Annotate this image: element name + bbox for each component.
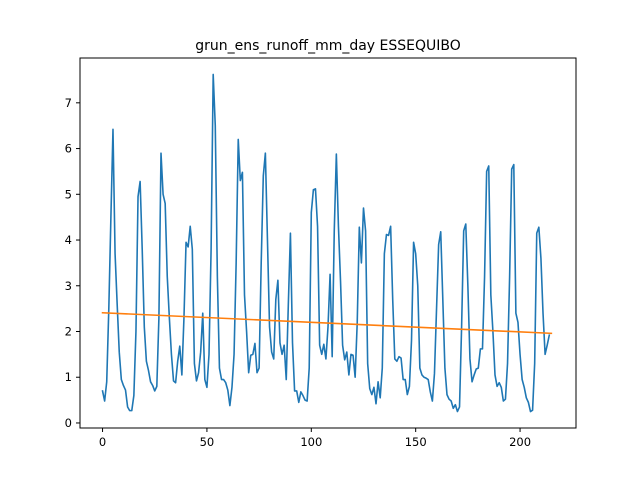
series-layer: [101, 73, 553, 413]
y-tick-label: 6: [65, 142, 72, 156]
chart-title: grun_ens_runoff_mm_day ESSEQUIBO: [195, 38, 461, 54]
y-tick-label: 4: [65, 233, 72, 247]
y-tick-label: 5: [65, 187, 72, 201]
x-axis: 0 50 100 150 200: [99, 428, 531, 449]
y-tick-label: 7: [65, 96, 72, 110]
x-tick-label: 150: [405, 435, 427, 449]
y-axis: 0 1 2 3 4 5 6 7: [65, 96, 80, 430]
plot-area: 0 50 100 150 200 0 1 2 3 4 5 6 7: [65, 57, 577, 449]
runoff-series-line: [101, 73, 551, 413]
y-tick-label: 1: [65, 370, 72, 384]
x-tick-label: 50: [200, 435, 215, 449]
y-tick-label: 0: [65, 416, 72, 430]
x-tick-label: 200: [509, 435, 531, 449]
y-tick-label: 2: [65, 324, 72, 338]
trend-line: [101, 311, 553, 335]
axes-frame: [79, 57, 577, 429]
y-tick-label: 3: [65, 279, 72, 293]
x-tick-label: 0: [99, 435, 106, 449]
x-tick-label: 100: [300, 435, 322, 449]
